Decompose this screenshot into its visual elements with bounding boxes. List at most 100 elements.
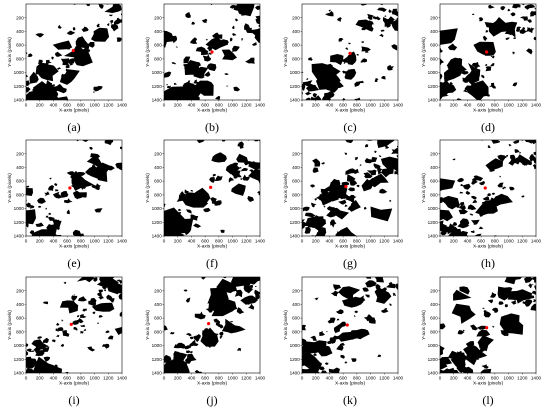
dark-region bbox=[81, 26, 89, 32]
dark-region bbox=[88, 164, 97, 171]
dark-region bbox=[228, 177, 235, 183]
dark-region bbox=[346, 174, 356, 183]
x-tick-label: 600 bbox=[201, 376, 209, 381]
dark-region bbox=[337, 17, 342, 22]
dark-region bbox=[26, 351, 29, 356]
axes-frame bbox=[301, 139, 399, 237]
y-tick-label: 200 bbox=[430, 288, 438, 293]
x-axis-label: X-axis (pixels) bbox=[473, 108, 504, 114]
dark-region bbox=[338, 286, 361, 301]
dark-region bbox=[342, 70, 348, 74]
dark-region bbox=[110, 24, 119, 32]
dark-region bbox=[26, 343, 29, 347]
dark-region bbox=[335, 227, 357, 236]
dark-region bbox=[304, 216, 324, 231]
y-tick-label: 1200 bbox=[290, 220, 301, 225]
dark-region bbox=[119, 311, 122, 317]
y-axis-label: Y-axis (pixels) bbox=[283, 173, 289, 203]
y-tick-label: 400 bbox=[430, 29, 438, 34]
y-axis-label: Y-axis (pixels) bbox=[421, 37, 427, 67]
dark-region bbox=[77, 315, 80, 318]
dark-region bbox=[202, 54, 212, 62]
dark-region bbox=[302, 220, 307, 229]
dark-region bbox=[238, 9, 246, 16]
dark-region bbox=[258, 162, 260, 165]
dark-region bbox=[365, 280, 377, 288]
dark-region bbox=[502, 315, 507, 319]
dark-region bbox=[44, 191, 50, 197]
dark-region bbox=[96, 277, 119, 288]
dark-region bbox=[379, 188, 388, 194]
dark-region bbox=[116, 279, 120, 282]
dark-region bbox=[458, 57, 461, 60]
dark-region bbox=[364, 158, 373, 164]
dark-region bbox=[173, 351, 181, 360]
binary-image bbox=[26, 140, 122, 236]
dark-region bbox=[345, 195, 352, 200]
dark-region bbox=[223, 157, 227, 161]
dark-region bbox=[43, 356, 50, 362]
dark-region bbox=[492, 56, 494, 59]
x-tick-label: 400 bbox=[464, 239, 472, 244]
dark-region bbox=[485, 66, 492, 72]
dark-region bbox=[310, 335, 317, 341]
panel-caption: (j) bbox=[206, 393, 218, 407]
dark-region bbox=[209, 177, 215, 183]
y-tick-label: 1000 bbox=[290, 343, 301, 348]
dark-region bbox=[348, 42, 351, 45]
dark-region bbox=[55, 334, 60, 338]
dark-region bbox=[232, 33, 237, 37]
dark-region bbox=[456, 98, 462, 100]
dark-region bbox=[89, 146, 93, 150]
y-tick-label: 400 bbox=[430, 165, 438, 170]
dark-region bbox=[26, 187, 33, 196]
x-tick-label: 400 bbox=[50, 376, 58, 381]
x-axis-label: X-axis (pixels) bbox=[335, 108, 366, 114]
dark-region bbox=[440, 364, 443, 368]
dark-region bbox=[118, 279, 122, 284]
x-tick-label: 800 bbox=[77, 376, 85, 381]
dark-region bbox=[169, 230, 185, 236]
dark-region bbox=[489, 167, 495, 172]
dark-region bbox=[72, 190, 87, 200]
dark-region bbox=[302, 324, 307, 331]
x-axis-label: X-axis (pixels) bbox=[59, 381, 90, 387]
dark-region bbox=[206, 63, 217, 72]
red-marker bbox=[210, 50, 214, 54]
y-tick-label: 400 bbox=[292, 302, 300, 307]
x-axis-label: X-axis (pixels) bbox=[335, 244, 366, 250]
dark-region bbox=[323, 205, 326, 208]
dark-region bbox=[26, 371, 33, 373]
y-tick-label: 1000 bbox=[152, 206, 163, 211]
dark-region bbox=[191, 21, 195, 25]
dark-region bbox=[524, 277, 533, 284]
y-tick-label: 200 bbox=[154, 288, 162, 293]
dark-region bbox=[493, 195, 499, 201]
dark-region bbox=[471, 219, 480, 225]
dark-region bbox=[391, 147, 398, 154]
dark-region bbox=[247, 303, 250, 305]
dark-region bbox=[341, 56, 350, 63]
dark-region bbox=[247, 196, 255, 202]
x-tick-label: 400 bbox=[188, 239, 196, 244]
dark-region bbox=[489, 82, 496, 89]
y-tick-label: 200 bbox=[16, 288, 24, 293]
dark-region bbox=[478, 226, 484, 230]
dark-region bbox=[524, 4, 531, 10]
dark-region bbox=[48, 185, 54, 192]
dark-region bbox=[51, 83, 65, 93]
dark-region bbox=[204, 71, 211, 77]
dark-region bbox=[530, 27, 535, 30]
dark-region bbox=[449, 81, 453, 86]
dark-region bbox=[48, 216, 55, 221]
dark-region bbox=[203, 209, 208, 213]
panel-caption: (d) bbox=[481, 120, 495, 134]
dark-region bbox=[55, 328, 60, 332]
dark-region bbox=[57, 327, 64, 331]
dark-region bbox=[361, 41, 365, 43]
dark-region bbox=[377, 354, 382, 358]
x-tick-label: 600 bbox=[477, 376, 485, 381]
y-tick-label: 1200 bbox=[290, 357, 301, 362]
dark-region bbox=[104, 4, 122, 13]
dark-region bbox=[212, 32, 222, 39]
